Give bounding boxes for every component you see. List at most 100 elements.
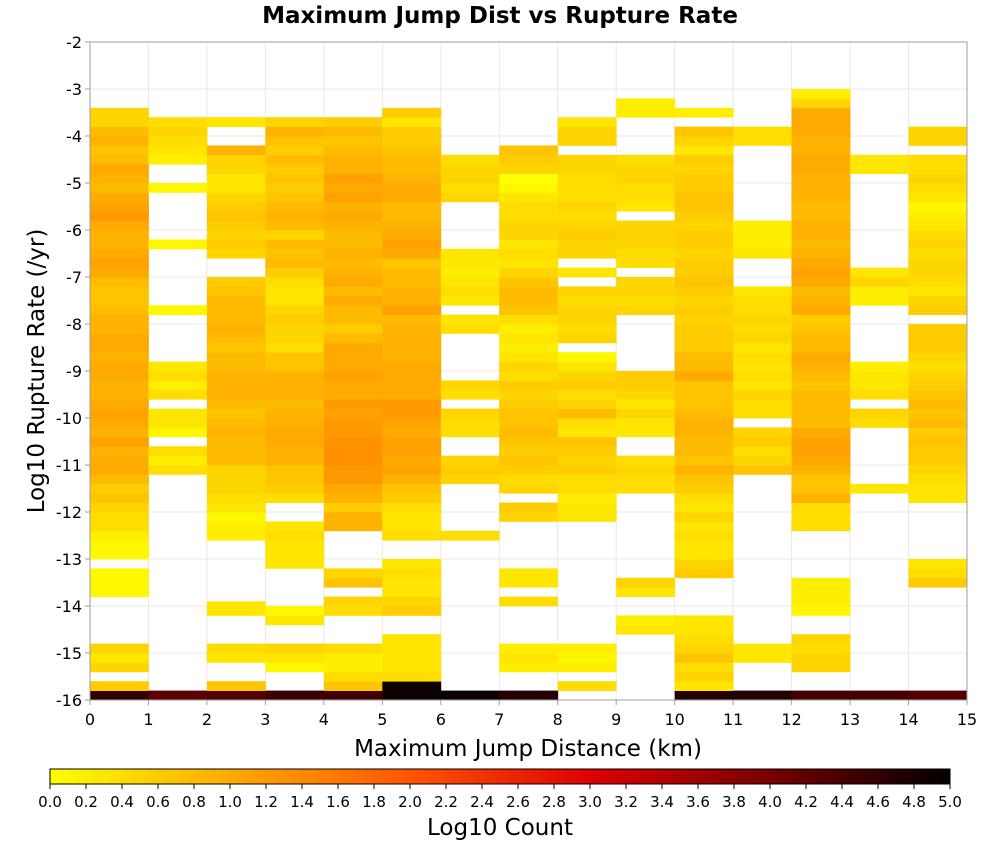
heatmap-cell: [850, 286, 909, 297]
heatmap-cell: [206, 465, 266, 475]
heatmap-cell: [206, 183, 266, 193]
heatmap-cell: [791, 154, 851, 165]
heatmap-cell: [674, 530, 734, 541]
heatmap-cell: [499, 380, 559, 391]
heatmap-cell: [557, 389, 617, 400]
heatmap-cell: [206, 389, 266, 400]
heatmap-cell: [323, 314, 383, 325]
heatmap-cell: [733, 305, 792, 315]
heatmap-cell: [206, 521, 266, 532]
heatmap-cell: [206, 427, 266, 438]
heatmap-cell: [616, 418, 676, 428]
heatmap-cell: [557, 653, 617, 663]
heatmap-cell: [265, 333, 325, 344]
heatmap-cell: [148, 690, 208, 701]
heatmap-cell: [499, 568, 559, 579]
heatmap-cell: [791, 399, 851, 409]
heatmap-cell: [499, 653, 559, 663]
heatmap-cell: [323, 295, 383, 306]
heatmap-cell: [908, 239, 968, 250]
heatmap-cell: [265, 643, 325, 654]
heatmap-cell: [265, 305, 325, 315]
heatmap-cell: [206, 690, 266, 701]
heatmap-cell: [791, 201, 851, 212]
heatmap-cell: [499, 474, 559, 485]
heatmap-cell: [440, 474, 500, 485]
heatmap-cell: [206, 483, 266, 494]
heatmap-cell: [908, 559, 968, 569]
heatmap-cell: [733, 436, 792, 447]
y-tick-label: -7: [66, 268, 82, 287]
heatmap-cell: [265, 352, 325, 362]
heatmap-cell: [206, 230, 266, 240]
heatmap-cell: [206, 248, 266, 259]
heatmap-cell: [499, 211, 559, 221]
heatmap-cell: [323, 117, 383, 127]
heatmap-cell: [850, 267, 909, 278]
heatmap-cell: [265, 408, 325, 419]
heatmap-cell: [148, 305, 208, 315]
heatmap-cell: [148, 154, 208, 165]
heatmap-cell: [616, 173, 676, 184]
heatmap-cell: [323, 418, 383, 428]
x-tick-label: 15: [957, 710, 977, 729]
heatmap-cell: [674, 371, 734, 381]
heatmap-cell: [323, 427, 383, 438]
colorbar-tick-label: 0.6: [146, 793, 170, 811]
heatmap-cell: [265, 540, 325, 550]
heatmap-cell: [733, 220, 792, 231]
heatmap-cell: [382, 371, 442, 381]
heatmap-cell: [908, 295, 968, 306]
heatmap-cell: [265, 465, 325, 475]
heatmap-cell: [90, 389, 149, 400]
heatmap-cell: [733, 427, 792, 438]
colorbar-label: Log10 Count: [427, 815, 573, 841]
heatmap-cell: [90, 211, 149, 221]
heatmap-cell: [908, 248, 968, 259]
heatmap-cell: [265, 286, 325, 297]
heatmap-cell: [265, 436, 325, 447]
heatmap-cell: [557, 136, 617, 146]
heatmap-cell: [499, 465, 559, 475]
heatmap-cell: [850, 380, 909, 391]
heatmap-cell: [791, 248, 851, 259]
heatmap-cell: [908, 380, 968, 391]
heatmap-cell: [440, 295, 500, 306]
heatmap-cell: [616, 455, 676, 466]
colorbar-tick-label: 1.2: [254, 793, 278, 811]
heatmap-cell: [323, 653, 383, 663]
heatmap-cell: [206, 380, 266, 391]
heatmap-cell: [791, 126, 851, 137]
heatmap-cell: [90, 380, 149, 391]
heatmap-cell: [674, 267, 734, 278]
heatmap-cell: [908, 164, 968, 174]
heatmap-cell: [206, 601, 266, 612]
colorbar-ticks: 0.0 0.2 0.4 0.6 0.8 1.0 1.2 1.4 1.6 1.8 2.0 2.2 2.4 2…: [38, 784, 962, 811]
heatmap-cell: [791, 277, 851, 287]
colorbar-tick-label: 3.6: [686, 793, 710, 811]
heatmap-cell: [674, 540, 734, 550]
heatmap-cell: [791, 98, 851, 109]
heatmap-cell: [557, 295, 617, 306]
heatmap-cell: [382, 117, 442, 127]
heatmap-cell: [616, 427, 676, 438]
colorbar-tick-label: 4.8: [902, 793, 926, 811]
heatmap-cell: [674, 399, 734, 409]
y-tick-label: -15: [56, 644, 82, 663]
heatmap-cell: [674, 474, 734, 485]
x-axis-label: Maximum Jump Distance (km): [354, 736, 702, 762]
heatmap-cell: [908, 324, 968, 334]
heatmap-cell: [557, 455, 617, 466]
heatmap-cell: [323, 136, 383, 146]
heatmap-cell: [90, 436, 149, 447]
heatmap-cell: [557, 286, 617, 297]
heatmap-cell: [674, 549, 734, 560]
y-axis-label: Log10 Rupture Rate (/yr): [24, 229, 50, 514]
heatmap-cell: [323, 408, 383, 419]
heatmap-cell: [499, 436, 559, 447]
heatmap-cell: [90, 474, 149, 485]
heatmap-cell: [557, 493, 617, 503]
colorbar-tick-label: 0.4: [110, 793, 134, 811]
heatmap-cell: [674, 154, 734, 165]
heatmap-cell: [440, 258, 500, 268]
